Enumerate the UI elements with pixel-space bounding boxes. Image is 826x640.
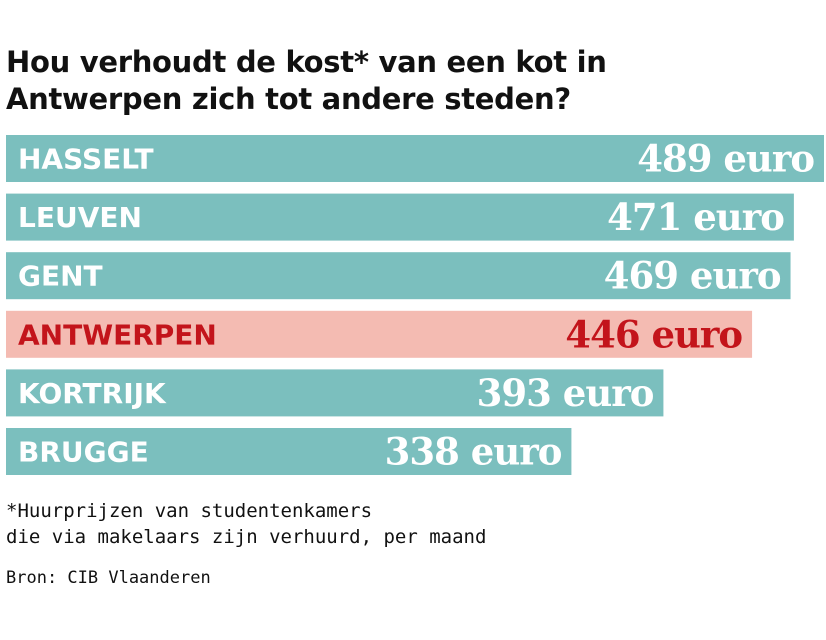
bar-value-label: 446 euro — [565, 312, 742, 356]
footnote-line-2: die via makelaars zijn verhuurd, per maa… — [6, 526, 487, 548]
bar-value-label: 489 euro — [637, 137, 814, 181]
bar-group-hasselt: HASSELT 489 euro — [6, 135, 824, 182]
footnote: *Huurprijzen van studentenkamers die via… — [6, 498, 486, 550]
bar-hasselt — [6, 135, 824, 182]
bar-antwerpen — [6, 310, 753, 358]
bar-group-gent: GENT 469 euro — [6, 252, 791, 300]
bar-group-antwerpen: ANTWERPEN 446 euro — [6, 310, 753, 358]
bar-gent — [6, 252, 791, 300]
bar-category-label: LEUVEN — [18, 201, 142, 234]
source-note: Bron: CIB Vlaanderen — [6, 568, 211, 588]
bar-category-label: BRUGGE — [18, 436, 149, 469]
chart-title-line-2: Antwerpen zich tot andere steden? — [6, 82, 571, 116]
bar-leuven — [6, 193, 794, 241]
bar-category-label: KORTRIJK — [18, 377, 167, 410]
bar-category-label: ANTWERPEN — [18, 318, 217, 351]
bar-value-label: 393 euro — [477, 371, 654, 415]
bar-group-kortrijk: KORTRIJK 393 euro — [6, 369, 664, 417]
bar-kortrijk — [6, 369, 664, 417]
bar-value-label: 338 euro — [385, 430, 562, 474]
bar-group-brugge: BRUGGE 338 euro — [6, 428, 572, 475]
bar-value-label: 469 euro — [604, 254, 781, 298]
bar-category-label: HASSELT — [18, 143, 154, 176]
bar-group-leuven: LEUVEN 471 euro — [6, 193, 794, 241]
bar-category-label: GENT — [18, 260, 103, 293]
bar-brugge — [6, 428, 572, 475]
chart-title: Hou verhoudt de kost* van een kot in Ant… — [6, 44, 806, 118]
bar-value-label: 471 euro — [607, 195, 784, 239]
chart-title-line-1: Hou verhoudt de kost* van een kot in — [6, 45, 607, 79]
footnote-line-1: *Huurprijzen van studentenkamers — [6, 500, 373, 522]
